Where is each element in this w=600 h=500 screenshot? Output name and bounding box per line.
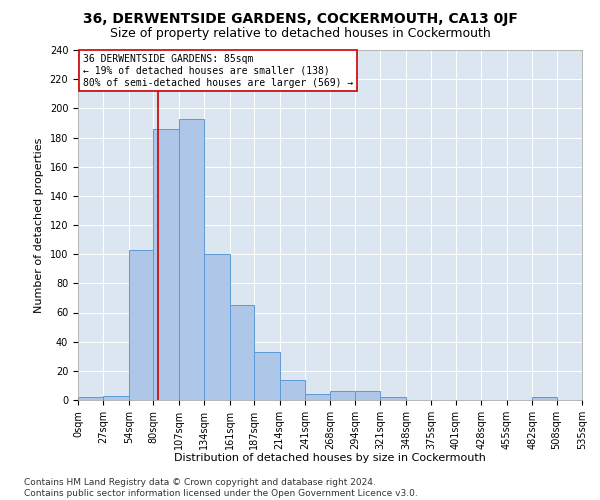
Bar [532, 397, 557, 400]
Bar [305, 394, 331, 400]
Bar [280, 380, 305, 400]
Y-axis label: Number of detached properties: Number of detached properties [34, 138, 44, 312]
Bar [331, 391, 355, 400]
Bar [129, 250, 154, 400]
Bar [380, 397, 406, 400]
Bar [355, 391, 380, 400]
Text: 36, DERWENTSIDE GARDENS, COCKERMOUTH, CA13 0JF: 36, DERWENTSIDE GARDENS, COCKERMOUTH, CA… [83, 12, 517, 26]
Bar [254, 352, 280, 400]
Bar [204, 254, 230, 400]
Text: Contains HM Land Registry data © Crown copyright and database right 2024.
Contai: Contains HM Land Registry data © Crown c… [24, 478, 418, 498]
Text: Size of property relative to detached houses in Cockermouth: Size of property relative to detached ho… [110, 28, 490, 40]
Bar [78, 397, 103, 400]
Text: 36 DERWENTSIDE GARDENS: 85sqm
← 19% of detached houses are smaller (138)
80% of : 36 DERWENTSIDE GARDENS: 85sqm ← 19% of d… [83, 54, 353, 88]
Bar [154, 128, 179, 400]
X-axis label: Distribution of detached houses by size in Cockermouth: Distribution of detached houses by size … [174, 454, 486, 464]
Bar [179, 118, 204, 400]
Bar [103, 396, 129, 400]
Bar [230, 305, 254, 400]
